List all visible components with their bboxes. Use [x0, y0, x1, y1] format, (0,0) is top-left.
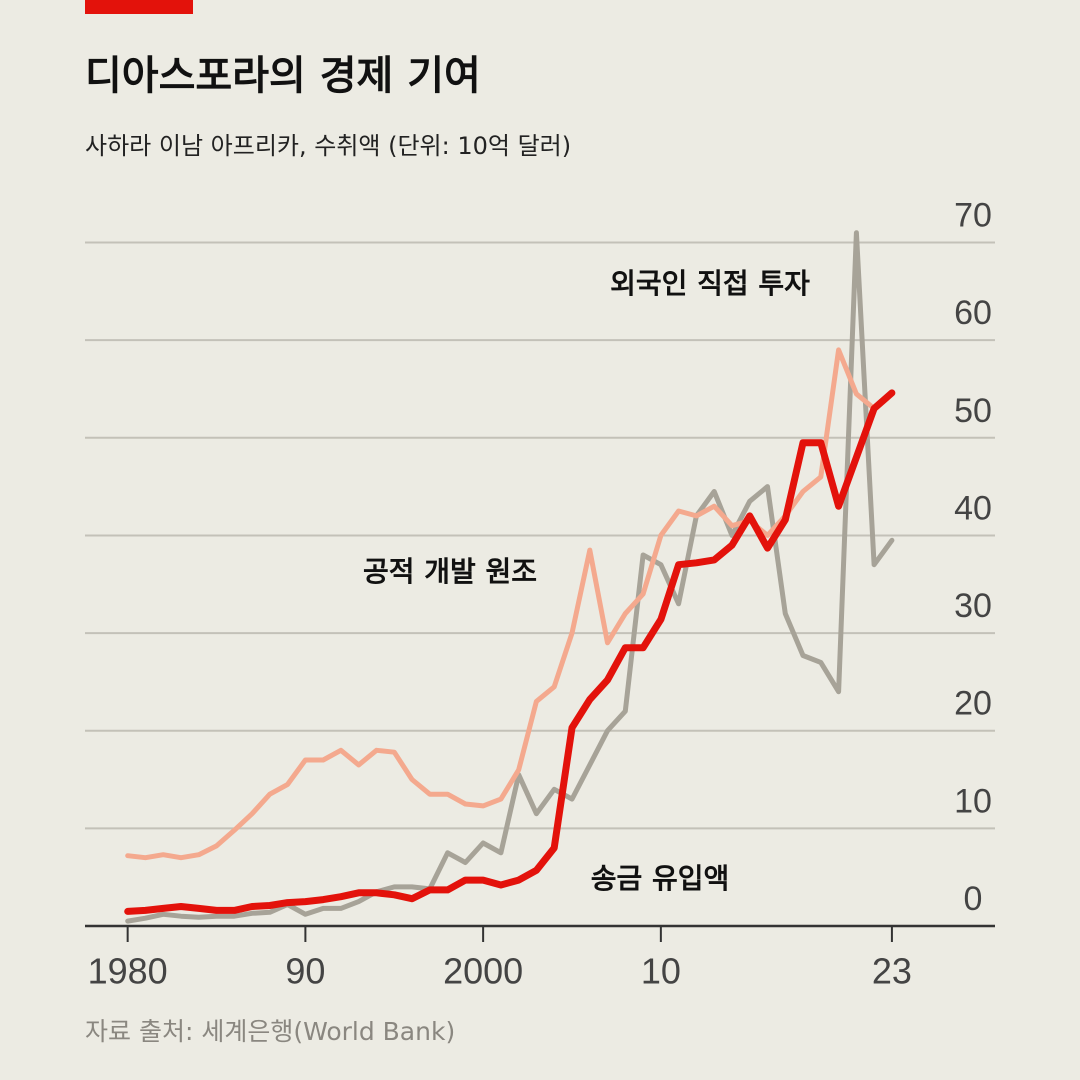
x-tick-label: 23 — [872, 951, 912, 992]
y-tick-label: 30 — [954, 587, 992, 625]
chart-title: 디아스포라의 경제 기여 — [85, 53, 481, 99]
y-tick-label: 10 — [954, 782, 992, 820]
series-label: 공적 개발 원조 — [363, 555, 537, 588]
y-tick-label: 0 — [964, 880, 983, 918]
y-tick-label: 20 — [954, 685, 992, 723]
x-tick-label: 90 — [285, 951, 325, 992]
chart-subtitle: 사하라 이남 아프리카, 수취액 (단위: 10억 달러) — [85, 132, 571, 160]
source: 자료 출처: 세계은행(World Bank) — [85, 1017, 455, 1046]
x-tick-label: 10 — [641, 951, 681, 992]
series-line — [125, 230, 895, 924]
y-tick-label: 50 — [954, 392, 992, 430]
y-tick-label: 40 — [954, 489, 992, 527]
series-label: 외국인 직접 투자 — [610, 267, 810, 300]
x-tick-label: 2000 — [443, 951, 523, 992]
brand-bar — [85, 0, 193, 14]
series-label: 송금 유입액 — [591, 862, 730, 895]
y-tick-label: 60 — [954, 294, 992, 332]
series-line — [124, 389, 896, 915]
y-tick-label: 70 — [954, 197, 992, 235]
x-tick-label: 1980 — [88, 951, 168, 992]
